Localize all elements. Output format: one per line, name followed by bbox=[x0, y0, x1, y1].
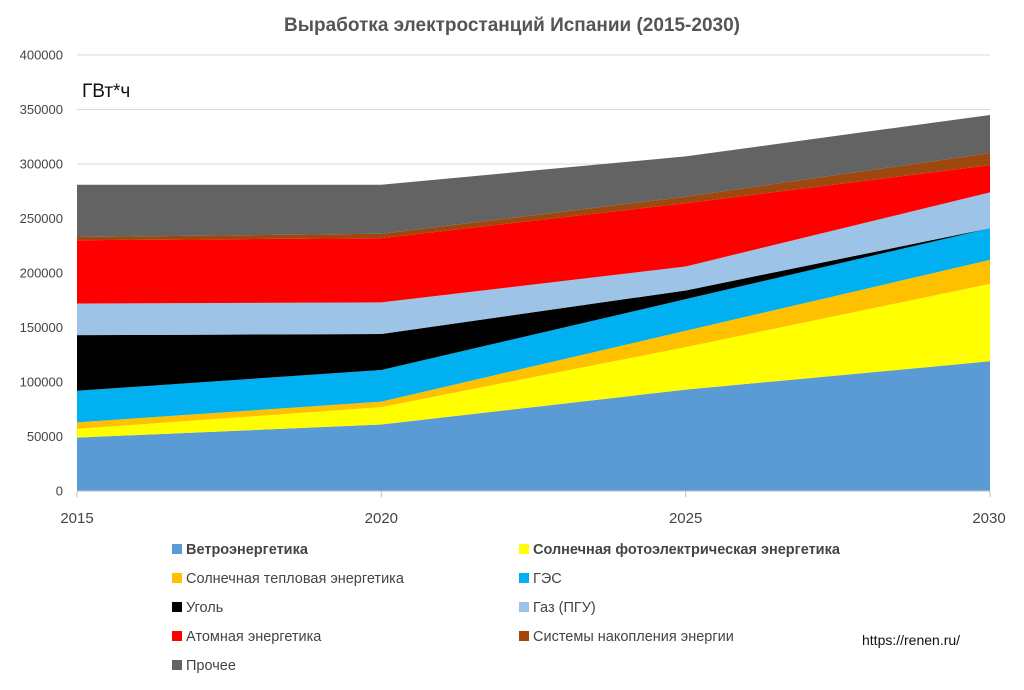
y-tick-label: 100000 bbox=[20, 375, 63, 390]
x-tick-label: 2030 bbox=[972, 510, 1005, 527]
y-tick-label: 250000 bbox=[20, 211, 63, 226]
area-series-1 bbox=[77, 361, 990, 491]
x-tick-label: 2025 bbox=[669, 510, 702, 527]
area-series-7 bbox=[77, 165, 990, 304]
area-series-9 bbox=[77, 114, 990, 238]
area-series-5 bbox=[77, 228, 990, 391]
legend-swatch bbox=[172, 631, 182, 641]
legend-label: Газ (ПГУ) bbox=[533, 600, 596, 616]
y-tick-label: 400000 bbox=[20, 48, 63, 63]
chart-title: Выработка электростанций Испании (2015-2… bbox=[284, 15, 740, 36]
legend-swatch bbox=[519, 602, 529, 612]
plot-area bbox=[77, 114, 990, 491]
legend-label: Атомная энергетика bbox=[186, 629, 322, 645]
legend-swatch bbox=[172, 602, 182, 612]
y-tick-label: 350000 bbox=[20, 102, 63, 117]
y-tick-label: 300000 bbox=[20, 157, 63, 172]
area-series-6 bbox=[77, 192, 990, 336]
unit-label: ГВт*ч bbox=[82, 81, 130, 102]
area-series-2 bbox=[77, 283, 990, 438]
legend-label: Ветроэнергетика bbox=[186, 542, 309, 558]
legend-swatch bbox=[519, 544, 529, 554]
y-tick-label: 150000 bbox=[20, 320, 63, 335]
legend-label: ГЭС bbox=[533, 571, 562, 587]
legend-swatch bbox=[172, 544, 182, 554]
x-tick-label: 2015 bbox=[60, 510, 93, 527]
area-series-4 bbox=[77, 228, 990, 423]
source-link[interactable]: https://renen.ru/ bbox=[862, 632, 960, 648]
legend: Ветроэнергетика Солнечная фотоэлектрическ… bbox=[172, 542, 841, 674]
legend-label: Системы накопления энергии bbox=[533, 629, 734, 645]
y-tick-label: 50000 bbox=[27, 429, 63, 444]
y-tick-label: 200000 bbox=[20, 266, 63, 281]
axes: 0 50000 100000 150000 200000 250000 300000 3500… bbox=[20, 48, 1006, 528]
legend-swatch bbox=[519, 631, 529, 641]
legend-label: Прочее bbox=[186, 658, 236, 674]
legend-label: Солнечная тепловая энергетика bbox=[186, 571, 405, 587]
legend-swatch bbox=[172, 573, 182, 583]
x-tick-label: 2020 bbox=[365, 510, 398, 527]
legend-label: Солнечная фотоэлектрическая энергетика bbox=[533, 542, 841, 558]
legend-swatch bbox=[172, 660, 182, 670]
y-tick-label: 0 bbox=[56, 484, 63, 499]
legend-swatch bbox=[519, 573, 529, 583]
legend-label: Уголь bbox=[186, 600, 223, 616]
